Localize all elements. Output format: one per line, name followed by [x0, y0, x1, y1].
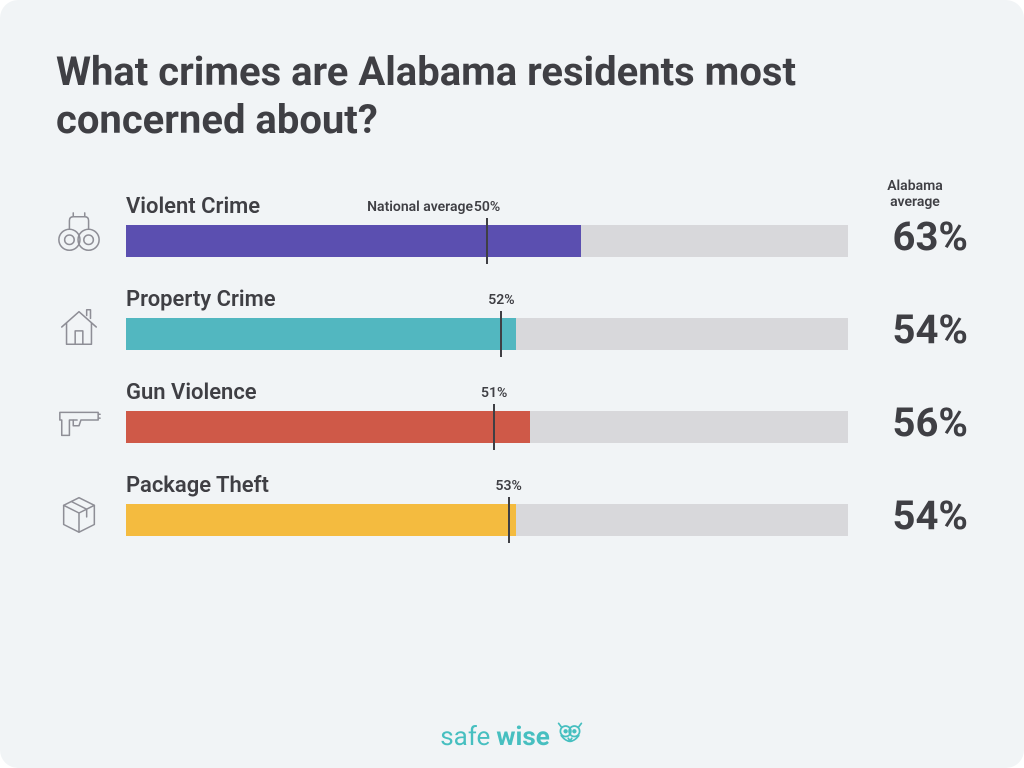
national-value: 53% [495, 478, 521, 494]
logo-wise: wise [496, 722, 549, 752]
bar-track: 50% National average [126, 225, 848, 257]
bar-track: 53% [126, 504, 848, 536]
bar-cell: Property Crime 52% [126, 287, 848, 350]
category-label: Property Crime [126, 287, 848, 312]
logo-area: safewise [0, 719, 1024, 754]
alabama-value: 54% [858, 496, 968, 536]
national-value: 51% [481, 385, 507, 401]
alabama-value: 54% [858, 310, 968, 350]
bar-track: 51% [126, 411, 848, 443]
row-package-theft: Package Theft 53% 54% [56, 473, 968, 536]
bar-cell: Gun Violence 51% [126, 380, 848, 443]
bar-cell: Violent Crime 50% National average [126, 194, 848, 257]
bar-fill [126, 411, 530, 443]
package-icon [56, 488, 116, 536]
bar-fill [126, 225, 581, 257]
owl-icon [556, 719, 584, 754]
handcuffs-icon [56, 209, 116, 257]
chart-area: Alabama average Violent Crime [56, 194, 968, 536]
national-tick [500, 311, 502, 357]
house-icon [56, 302, 116, 350]
bar-fill [126, 318, 516, 350]
national-tick [486, 218, 488, 264]
national-tick [493, 404, 495, 450]
row-property-crime: Property Crime 52% 54% [56, 287, 968, 350]
infographic-card: What crimes are Alabama residents most c… [0, 0, 1024, 768]
national-tick [508, 497, 510, 543]
bar-fill [126, 504, 516, 536]
alabama-value: 56% [858, 403, 968, 443]
logo-safe: safe [440, 722, 490, 752]
national-average-label: National average [367, 199, 473, 215]
chart-rows: Violent Crime 50% National average 63% [56, 194, 968, 536]
national-value: 52% [488, 292, 514, 308]
alabama-line2: average [890, 194, 940, 210]
category-label: Package Theft [126, 473, 848, 498]
alabama-average-header: Alabama average [870, 178, 960, 210]
gun-icon [56, 395, 116, 443]
national-value: 50% [474, 199, 500, 215]
row-gun-violence: Gun Violence 51% 56% [56, 380, 968, 443]
bar-track: 52% [126, 318, 848, 350]
safewise-logo: safewise [440, 719, 583, 754]
chart-title: What crimes are Alabama residents most c… [56, 48, 836, 144]
bar-cell: Package Theft 53% [126, 473, 848, 536]
row-violent-crime: Violent Crime 50% National average 63% [56, 194, 968, 257]
alabama-line1: Alabama [887, 178, 943, 194]
alabama-value: 63% [858, 217, 968, 257]
